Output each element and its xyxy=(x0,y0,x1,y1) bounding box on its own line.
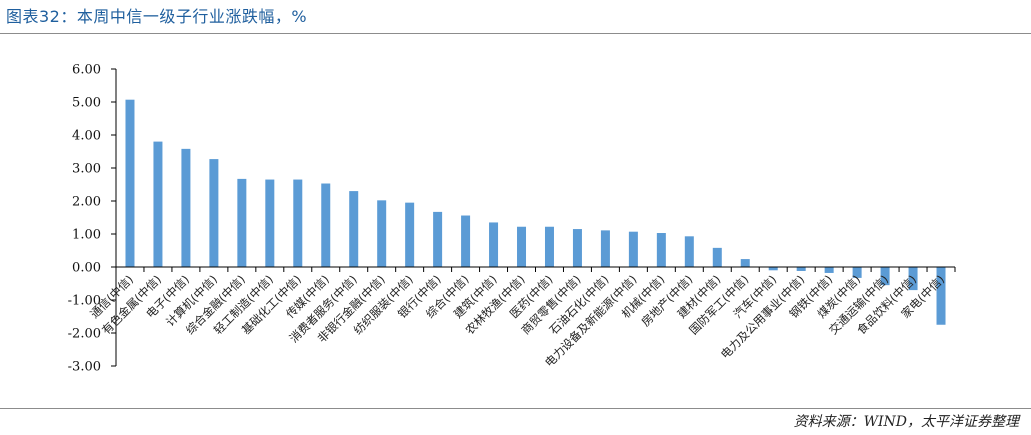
bar xyxy=(377,200,387,267)
bar xyxy=(712,247,722,267)
y-tick-label: -3.00 xyxy=(68,360,101,375)
bar xyxy=(768,267,778,271)
bar xyxy=(936,267,946,325)
bar xyxy=(656,233,666,267)
bar xyxy=(572,229,582,267)
y-tick-label: 3.00 xyxy=(72,162,101,177)
bar xyxy=(321,183,331,267)
bar xyxy=(600,230,610,267)
bar xyxy=(880,267,890,286)
bar xyxy=(209,159,219,267)
source-note: 资料来源：WIND，太平洋证券整理 xyxy=(793,414,1019,430)
bar xyxy=(740,259,750,267)
bar xyxy=(489,222,499,267)
bar xyxy=(796,267,806,271)
bar xyxy=(237,178,247,267)
y-tick-label: 5.00 xyxy=(72,96,101,111)
bar xyxy=(544,226,554,267)
bar xyxy=(461,215,471,267)
bar xyxy=(684,236,694,267)
y-tick-label: 6.00 xyxy=(72,63,101,78)
bar xyxy=(517,226,527,267)
bar xyxy=(153,141,163,267)
bar xyxy=(852,267,862,278)
y-tick-label: 1.00 xyxy=(72,228,101,243)
bar xyxy=(125,99,135,267)
bar xyxy=(908,267,918,291)
y-tick-label: 2.00 xyxy=(72,195,101,210)
figure-title: 图表32：本周中信一级子行业涨跌幅，% xyxy=(6,7,308,26)
bar xyxy=(824,267,834,273)
bar xyxy=(628,231,638,267)
y-tick-label: 0.00 xyxy=(72,261,101,276)
bar xyxy=(293,179,303,267)
bottom-divider xyxy=(0,408,1031,409)
bar xyxy=(265,179,275,267)
bar xyxy=(433,211,443,267)
y-tick-label: -2.00 xyxy=(68,327,101,342)
bar xyxy=(405,202,415,267)
y-tick-label: -1.00 xyxy=(68,294,101,309)
bar xyxy=(349,191,359,267)
y-tick-label: 4.00 xyxy=(72,129,101,144)
bar xyxy=(181,148,191,267)
top-divider xyxy=(0,33,1031,34)
